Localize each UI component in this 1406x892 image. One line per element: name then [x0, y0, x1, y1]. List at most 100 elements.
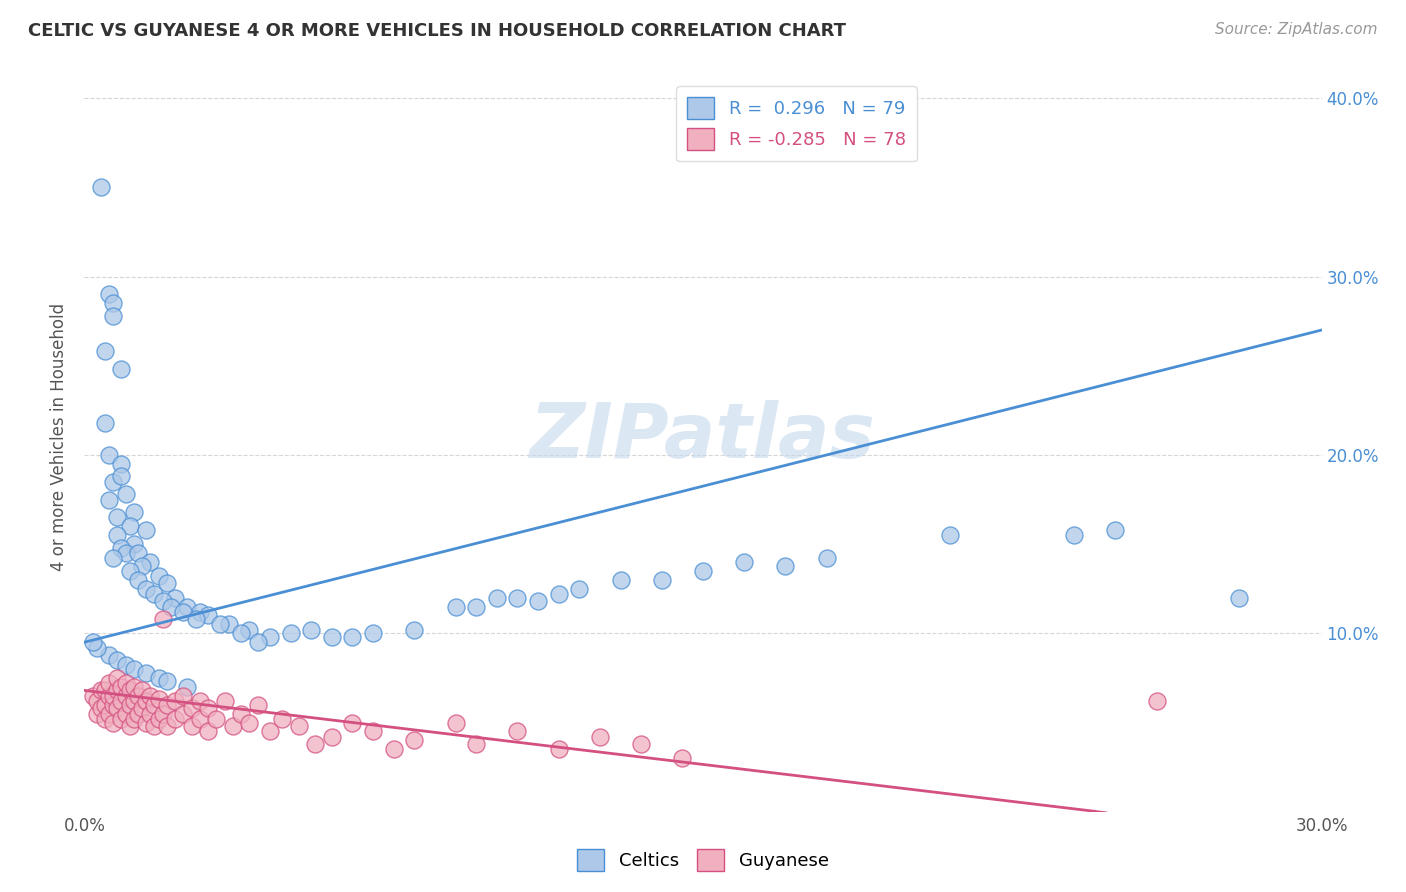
Point: [114, 546, 136, 560]
Point: [321, 730, 343, 744]
Point: [103, 698, 125, 712]
Text: Source: ZipAtlas.com: Source: ZipAtlas.com: [1215, 22, 1378, 37]
Point: [238, 715, 260, 730]
Point: [238, 623, 260, 637]
Point: [485, 591, 508, 605]
Point: [506, 591, 529, 605]
Point: [135, 665, 157, 680]
Point: [361, 724, 384, 739]
Point: [156, 698, 179, 712]
Point: [733, 555, 755, 569]
Point: [209, 617, 232, 632]
Point: [152, 706, 174, 721]
Point: [127, 706, 149, 721]
Point: [1146, 694, 1168, 708]
Point: [176, 680, 198, 694]
Point: [692, 564, 714, 578]
Point: [105, 653, 128, 667]
Point: [304, 737, 326, 751]
Point: [131, 683, 153, 698]
Point: [118, 719, 141, 733]
Point: [127, 546, 149, 560]
Point: [114, 658, 136, 673]
Point: [465, 737, 488, 751]
Point: [152, 594, 174, 608]
Point: [110, 362, 132, 376]
Y-axis label: 4 or more Vehicles in Household: 4 or more Vehicles in Household: [51, 303, 69, 571]
Point: [110, 694, 132, 708]
Point: [342, 630, 364, 644]
Point: [630, 737, 652, 751]
Point: [86, 694, 108, 708]
Point: [609, 573, 631, 587]
Point: [131, 701, 153, 715]
Point: [122, 505, 145, 519]
Point: [105, 671, 128, 685]
Point: [110, 469, 132, 483]
Point: [184, 612, 207, 626]
Point: [98, 676, 121, 690]
Point: [299, 623, 322, 637]
Point: [135, 523, 157, 537]
Point: [105, 510, 128, 524]
Point: [404, 623, 426, 637]
Point: [139, 706, 162, 721]
Point: [127, 689, 149, 703]
Point: [1063, 528, 1085, 542]
Point: [165, 712, 187, 726]
Point: [122, 680, 145, 694]
Point: [94, 712, 117, 726]
Point: [188, 605, 211, 619]
Point: [103, 551, 125, 566]
Point: [506, 724, 529, 739]
Point: [188, 712, 211, 726]
Point: [105, 683, 128, 698]
Point: [1104, 523, 1126, 537]
Point: [139, 555, 162, 569]
Point: [122, 662, 145, 676]
Point: [98, 448, 121, 462]
Point: [103, 475, 125, 489]
Point: [205, 712, 228, 726]
Text: ZIPatlas: ZIPatlas: [530, 401, 876, 474]
Point: [288, 719, 311, 733]
Point: [775, 558, 797, 573]
Point: [94, 698, 117, 712]
Point: [156, 576, 179, 591]
Point: [90, 683, 112, 698]
Point: [98, 689, 121, 703]
Point: [94, 344, 117, 359]
Point: [165, 694, 187, 708]
Point: [82, 635, 104, 649]
Point: [103, 689, 125, 703]
Point: [103, 296, 125, 310]
Point: [259, 630, 281, 644]
Point: [135, 715, 157, 730]
Point: [82, 689, 104, 703]
Point: [122, 694, 145, 708]
Point: [188, 694, 211, 708]
Point: [172, 706, 194, 721]
Point: [135, 582, 157, 596]
Point: [86, 706, 108, 721]
Point: [98, 648, 121, 662]
Point: [271, 712, 294, 726]
Point: [547, 742, 569, 756]
Point: [156, 719, 179, 733]
Point: [110, 541, 132, 555]
Point: [148, 712, 170, 726]
Point: [98, 706, 121, 721]
Point: [103, 715, 125, 730]
Point: [259, 724, 281, 739]
Point: [404, 733, 426, 747]
Point: [94, 683, 117, 698]
Point: [172, 689, 194, 703]
Point: [180, 719, 202, 733]
Point: [197, 701, 219, 715]
Point: [465, 599, 488, 614]
Point: [122, 537, 145, 551]
Point: [246, 635, 269, 649]
Point: [135, 694, 157, 708]
Point: [143, 698, 166, 712]
Point: [197, 724, 219, 739]
